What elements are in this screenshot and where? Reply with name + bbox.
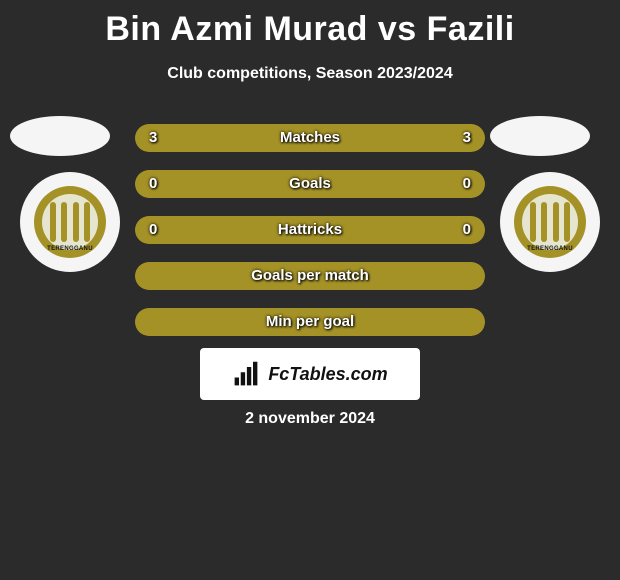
bars-icon	[232, 360, 260, 388]
stat-label: Min per goal	[135, 308, 485, 336]
fctables-logo-text: FcTables.com	[268, 364, 387, 385]
stat-row: 00Goals	[135, 170, 485, 198]
stat-label: Matches	[135, 124, 485, 152]
date-text: 2 november 2024	[0, 410, 620, 428]
stat-label: Hattricks	[135, 216, 485, 244]
page-title: Bin Azmi Murad vs Fazili	[0, 0, 620, 49]
player-right-placeholder	[490, 116, 590, 156]
stat-row: 00Hattricks	[135, 216, 485, 244]
club-badge-left-text: TERENGGANU	[47, 246, 93, 252]
player-left-placeholder	[10, 116, 110, 156]
stat-row: Min per goal	[135, 308, 485, 336]
club-badge-left: TERENGGANU	[20, 172, 120, 272]
club-badge-right-text: TERENGGANU	[527, 246, 573, 252]
stat-label: Goals	[135, 170, 485, 198]
stats-container: 33Matches 00Goals 00Hattricks Goals per mat…	[135, 124, 485, 354]
stat-row: Goals per match	[135, 262, 485, 290]
club-badge-right: TERENGGANU	[500, 172, 600, 272]
stat-row: 33Matches	[135, 124, 485, 152]
stat-label: Goals per match	[135, 262, 485, 290]
fctables-logo: FcTables.com	[200, 348, 420, 400]
subtitle: Club competitions, Season 2023/2024	[0, 65, 620, 83]
